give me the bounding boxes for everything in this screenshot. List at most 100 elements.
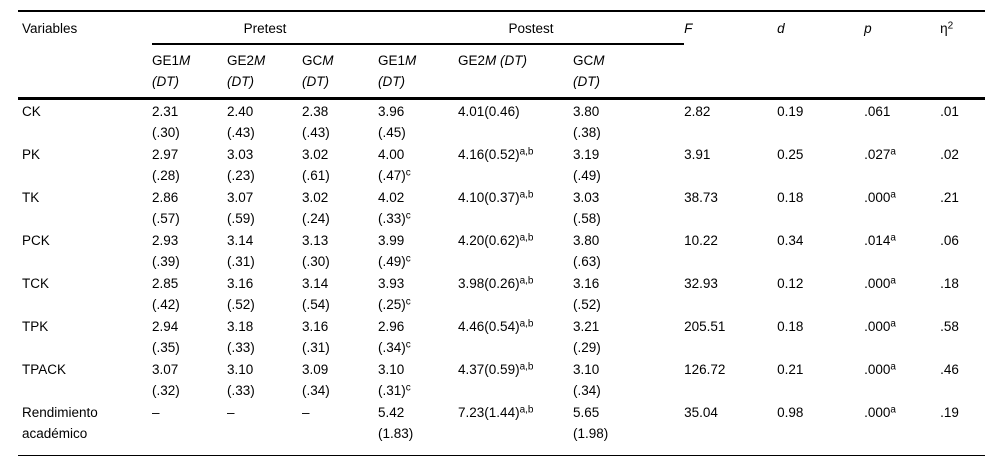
results-table-container: Variables Pretest Postest F d p η2 GE1M(… (18, 10, 986, 456)
row-label: TPACK (22, 362, 67, 377)
table-row: TPK 2.94 (.35) 3.18 (.33) 3.16 (.31) 2.96 (.34)c… (18, 315, 985, 358)
subheader-postest-ge2m: GE2M (DT) (458, 44, 574, 100)
row-label: TPK (22, 319, 49, 334)
cell-pre-gcm: 3.16 (.31) (302, 319, 330, 355)
cell-post-ge1m: 2.96 (.34)c (378, 319, 411, 355)
table-row: Rendimiento académico – – –5.42 (1.83) 7.23(1… (18, 401, 986, 456)
cell-eta2: .18 (940, 276, 959, 291)
cell-f: 38.73 (684, 190, 718, 205)
row-label: PK (22, 147, 41, 162)
cell-post-gcm: 3.16 (.52) (573, 276, 601, 312)
cell-post-ge1m: 3.96 (.45) (378, 104, 406, 140)
table-row: CK 2.31 (.30) 2.40 (.43) 2.38 (.43) 3.96 (.45) 4.… (18, 99, 985, 144)
cell-pre-ge1m: 2.31 (.30) (152, 104, 180, 140)
cell-post-ge1m: 3.10 (.31)c (378, 362, 411, 398)
cell-post-ge2m: 4.16(0.52)a,b (458, 146, 534, 162)
table-row: PCK 2.93 (.39) 3.14 (.31) 3.13 (.30) 3.99 (.49)c… (18, 229, 985, 272)
cell-d: 0.18 (777, 319, 804, 334)
cell-f: 35.04 (684, 401, 778, 456)
cell-f: 3.91 (684, 147, 711, 162)
cell-post-gcm: 3.03 (.58) (573, 190, 601, 226)
cell-post-gcm: 3.21 (.29) (573, 319, 601, 355)
cell-d: 0.21 (777, 362, 804, 377)
cell-f: 2.82 (684, 104, 711, 119)
cell-pre-gcm: 3.02 (.61) (302, 147, 330, 183)
cell-p: .000a (864, 361, 896, 377)
cell-pre-ge2m: 3.16 (.52) (227, 276, 255, 312)
header-sub-row: GE1M (DT) GE2M (DT) GCM (DT) GE1M (DT) GE2M … (18, 44, 985, 100)
column-group-pretest: Pretest (152, 11, 379, 45)
cell-p: .000a (864, 189, 896, 205)
cell-post-ge2m: 3.98(0.26)a,b (458, 275, 534, 291)
cell-post-ge1m: 3.99 (.49)c (378, 233, 411, 269)
cell-pre-gcm: 3.02 (.24) (302, 190, 330, 226)
cell-d: 0.19 (777, 104, 804, 119)
cell-pre-ge2m: 3.07 (.59) (227, 190, 255, 226)
cell-f: 32.93 (684, 276, 718, 291)
cell-pre-gcm: 3.14 (.54) (302, 276, 330, 312)
cell-pre-ge1m: 2.86 (.57) (152, 190, 180, 226)
header-group-row: Variables Pretest Postest F d p η2 (18, 11, 986, 100)
cell-d: 0.12 (777, 276, 804, 291)
cell-p: .014a (864, 232, 896, 248)
cell-pre-ge2m: 2.40 (.43) (227, 104, 255, 140)
subheader-pretest-gcm: GCM (DT) (302, 44, 379, 100)
cell-pre-ge1m: – (152, 401, 227, 456)
cell-pre-ge2m: 3.18 (.33) (227, 319, 255, 355)
cell-post-ge2m: 4.46(0.54)a,b (458, 318, 534, 334)
cell-post-gcm: 3.80 (.63) (573, 233, 601, 269)
cell-post-ge2m: 4.20(0.62)a,b (458, 232, 534, 248)
column-header-variables: Variables (18, 11, 152, 100)
row-label: TK (22, 190, 40, 205)
table-header: Variables Pretest Postest F d p η2 GE1M(… (18, 11, 986, 100)
cell-pre-ge1m: 2.94 (.35) (152, 319, 180, 355)
cell-post-ge1m: 3.93 (.25)c (378, 276, 411, 312)
cell-post-ge2m: 4.37(0.59)a,b (458, 361, 534, 377)
cell-d: 0.25 (777, 147, 804, 162)
cell-pre-gcm: 2.38 (.43) (302, 104, 330, 140)
column-header-d: d (777, 11, 865, 100)
cell-post-gcm: 3.10 (.34) (573, 362, 601, 398)
cell-p: .000a (864, 275, 896, 291)
cell-eta2: .01 (940, 104, 959, 119)
column-header-f: F (684, 11, 778, 100)
cell-pre-gcm: – (302, 401, 379, 456)
cell-p: .000a (864, 401, 941, 456)
cell-pre-ge1m: 2.85 (.42) (152, 276, 180, 312)
cell-eta2: .21 (940, 190, 959, 205)
cell-eta2: .02 (940, 147, 959, 162)
table-row: TCK 2.85 (.42) 3.16 (.52) 3.14 (.54) 3.93 (.25)c… (18, 272, 985, 315)
table-body: CK 2.31 (.30) 2.40 (.43) 2.38 (.43) 3.96 (.45) 4.… (18, 99, 986, 456)
cell-post-gcm: 5.65 (1.98) (573, 401, 685, 456)
cell-f: 10.22 (684, 233, 718, 248)
cell-post-gcm: 3.80 (.38) (573, 104, 601, 140)
column-header-p: p (864, 11, 941, 100)
cell-pre-ge1m: 3.07 (.32) (152, 362, 180, 398)
subheader-pretest-ge1m: GE1M (DT) (152, 44, 227, 100)
cell-pre-ge2m: 3.03 (.23) (227, 147, 255, 183)
cell-post-ge2m: 4.10(0.37)a,b (458, 189, 534, 205)
subheader-pretest-ge2m: GE2M (DT) (227, 44, 302, 100)
table-row: PK 2.97 (.28) 3.03 (.23) 3.02 (.61) 4.00 (.47)c 4… (18, 143, 985, 186)
cell-pre-ge2m: – (227, 401, 302, 456)
cell-post-ge2m: 4.01(0.46) (458, 104, 520, 119)
column-header-eta-squared: η2 (940, 11, 986, 100)
cell-d: 0.98 (777, 401, 865, 456)
cell-d: 0.34 (777, 233, 804, 248)
table-row: TK 2.86 (.57) 3.07 (.59) 3.02 (.24) 4.02 (.33)c 4… (18, 186, 985, 229)
cell-eta2: .06 (940, 233, 959, 248)
cell-pre-ge2m: 3.10 (.33) (227, 362, 255, 398)
cell-d: 0.18 (777, 190, 804, 205)
cell-p: .027a (864, 146, 896, 162)
cell-p: .000a (864, 318, 896, 334)
cell-post-ge1m: 4.00 (.47)c (378, 147, 411, 183)
cell-post-ge2m: 7.23(1.44)a,b (458, 401, 574, 456)
column-group-postest: Postest (378, 11, 685, 45)
cell-eta2: .46 (940, 362, 959, 377)
cell-eta2: .19 (940, 401, 986, 456)
cell-pre-gcm: 3.09 (.34) (302, 362, 330, 398)
table-row: TPACK 3.07 (.32) 3.10 (.33) 3.09 (.34) 3.10 (.31… (18, 358, 985, 401)
cell-pre-gcm: 3.13 (.30) (302, 233, 330, 269)
row-label: CK (22, 104, 41, 119)
row-label: PCK (22, 233, 50, 248)
